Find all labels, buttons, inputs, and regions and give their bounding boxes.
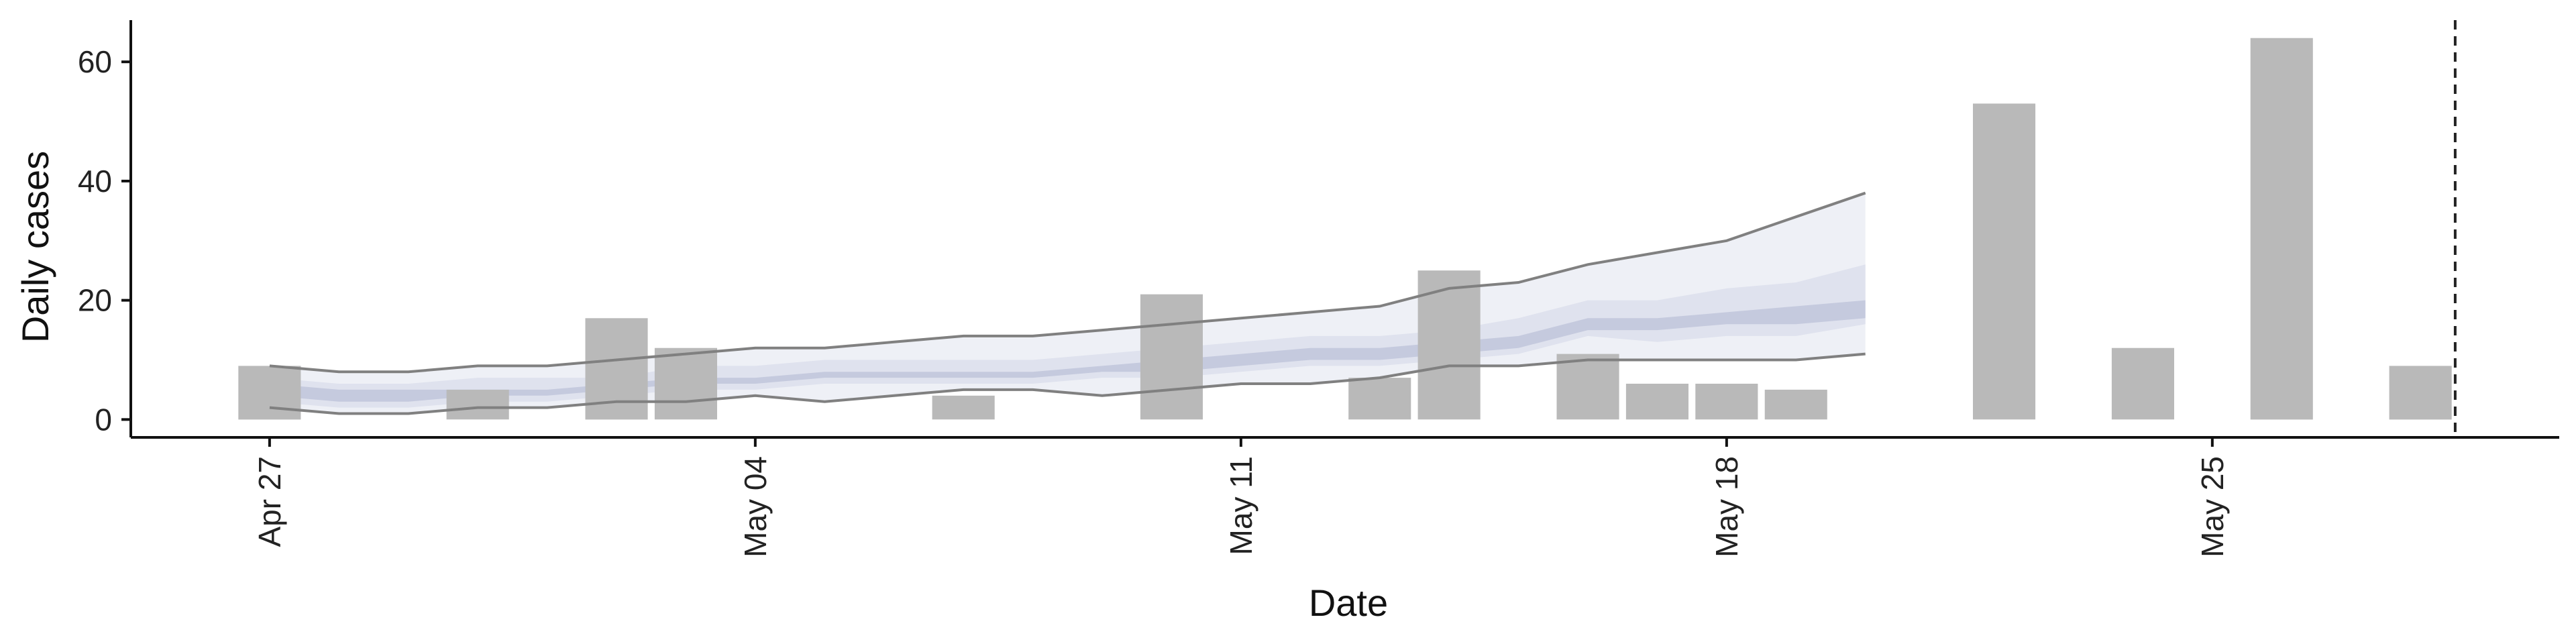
inner-band: [269, 300, 1866, 402]
bar: [1625, 384, 1688, 420]
forecast-bands: [269, 193, 1866, 414]
bar: [2250, 38, 2313, 420]
upper-bound-line: [269, 191, 1866, 374]
x-tick-label: May 11: [1224, 456, 1258, 555]
lower-bound-line: [269, 352, 1866, 415]
y-tick-label: 40: [78, 164, 112, 199]
bar: [238, 366, 301, 420]
bars: [238, 38, 2452, 420]
bar: [2389, 366, 2452, 420]
x-tick-label: Apr 27: [252, 456, 287, 547]
bar: [932, 395, 995, 420]
y-tick-label: 20: [78, 283, 112, 318]
x-tick-label: May 25: [2195, 456, 2230, 557]
axes: 0 20 40 60 Apr 27 May 04 May 11 May 18 May 25: [78, 20, 2559, 557]
bar: [654, 347, 717, 420]
bar: [1417, 270, 1481, 420]
bar: [446, 389, 509, 420]
bar: [1556, 354, 1619, 420]
bar: [1764, 389, 1827, 420]
bar: [1348, 378, 1411, 420]
x-axis-title: Date: [1309, 582, 1388, 624]
bar: [2111, 347, 2174, 420]
y-tick-label: 60: [78, 44, 112, 79]
y-tick-label: 0: [95, 402, 112, 437]
x-tick-label: May 04: [738, 456, 773, 557]
y-axis-title: Daily cases: [14, 151, 56, 343]
band-bound-lines: [269, 191, 1866, 415]
bar: [1140, 294, 1203, 420]
x-tick-label: May 18: [1709, 456, 1744, 557]
bar: [1973, 103, 2036, 420]
bar: [1695, 384, 1758, 420]
